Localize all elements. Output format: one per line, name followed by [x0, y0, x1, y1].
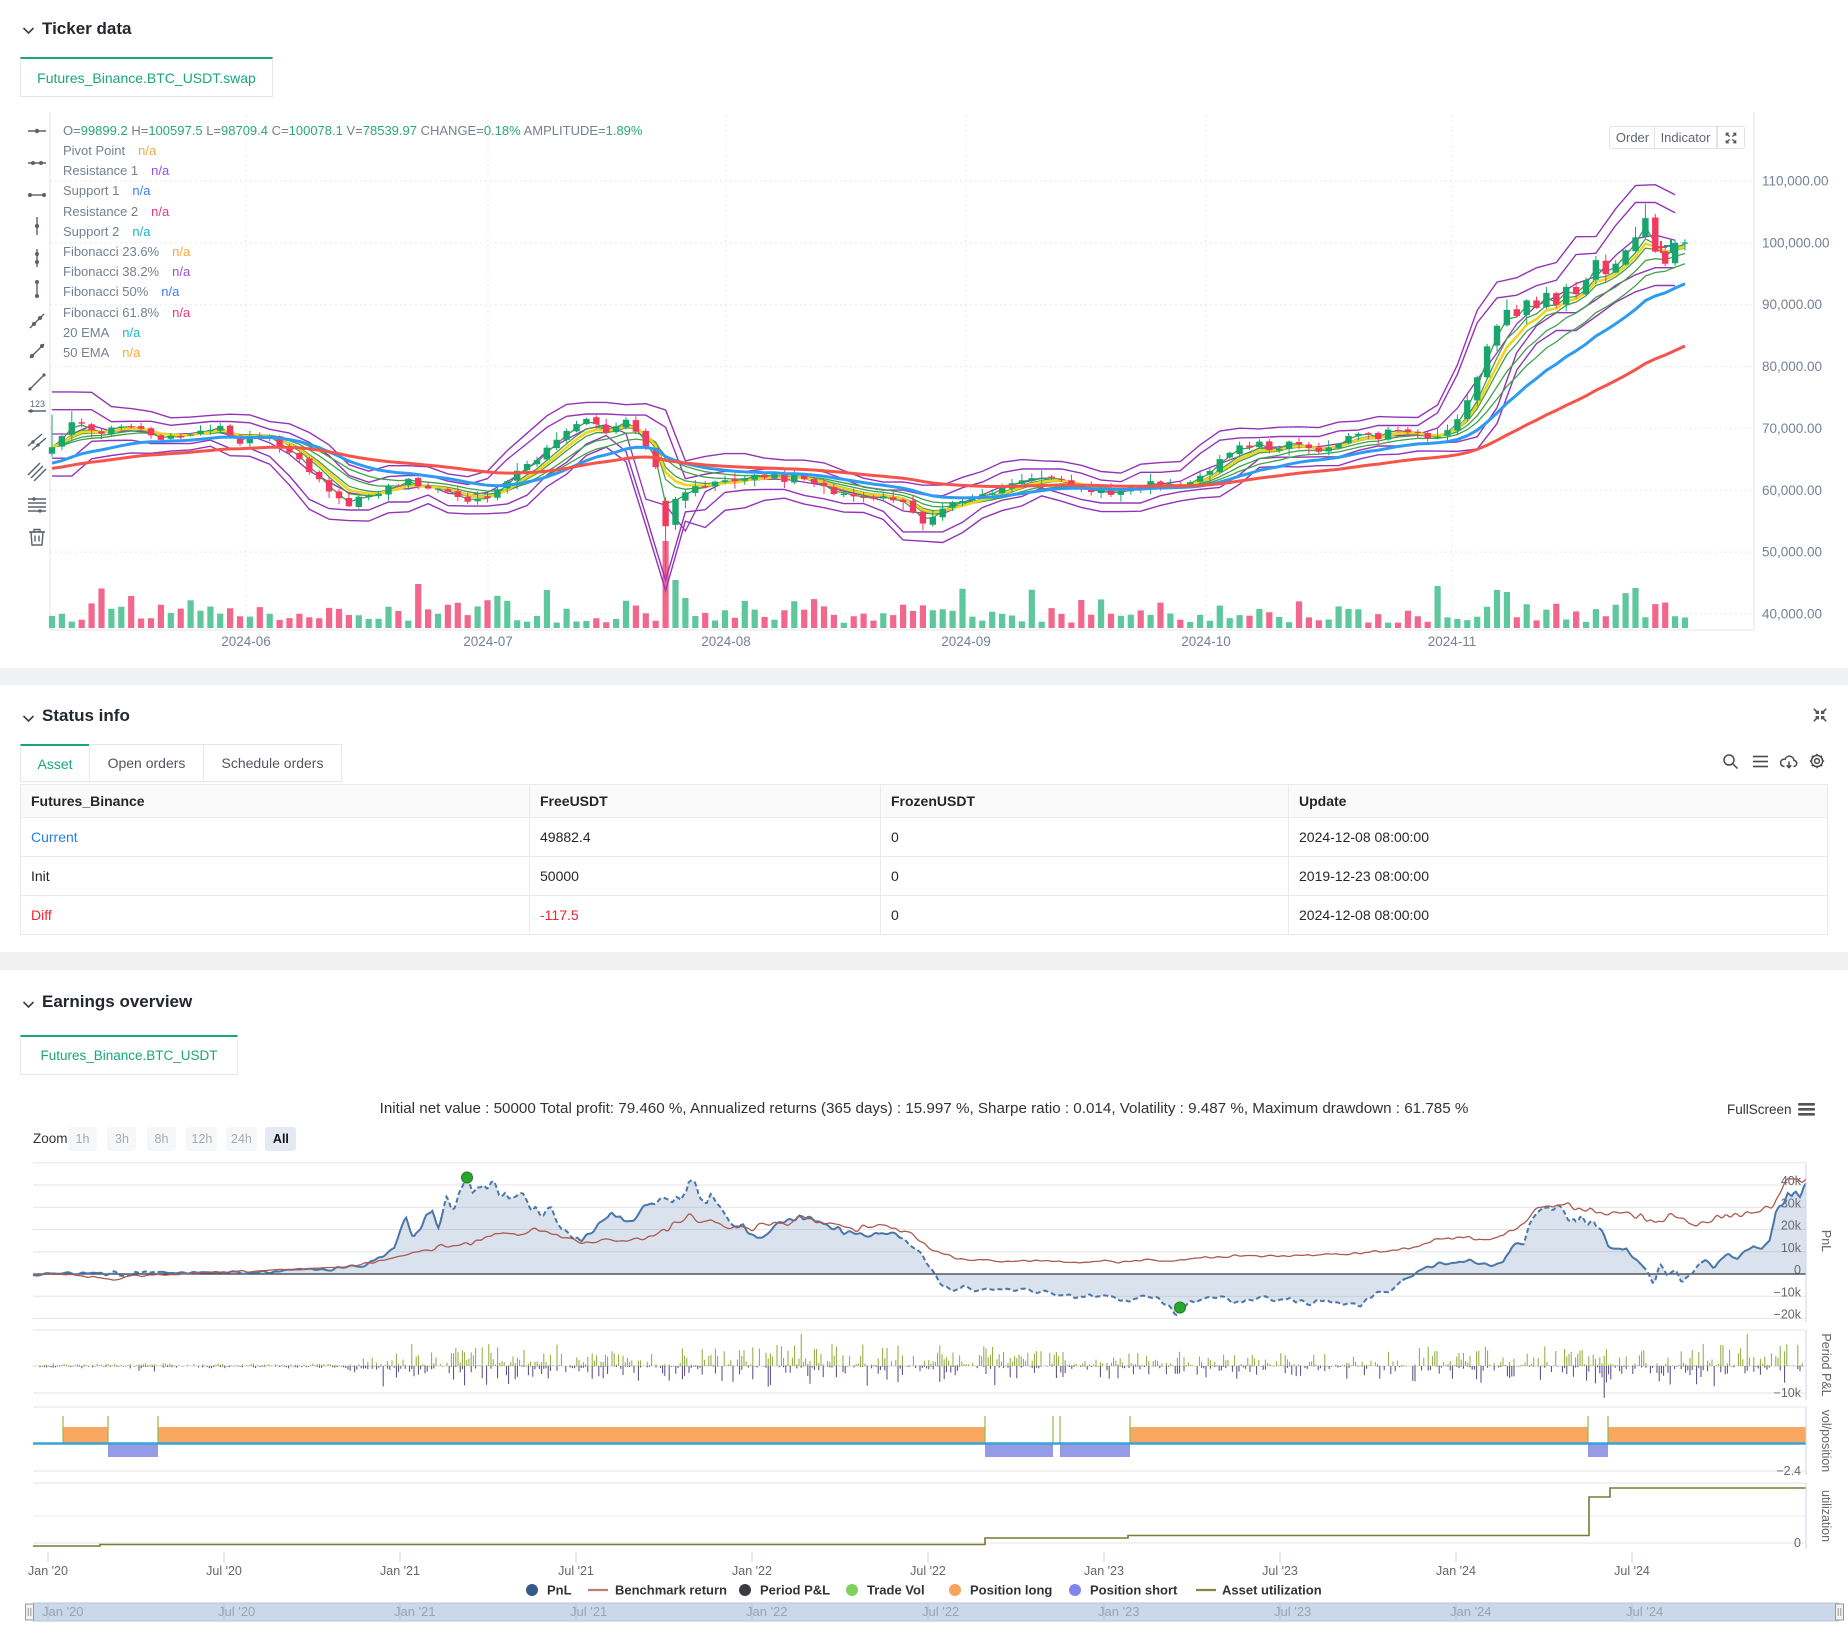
svg-text:Jul '21: Jul '21 [570, 1604, 607, 1619]
svg-text:60,000.00: 60,000.00 [1762, 483, 1822, 498]
svg-text:90,000.00: 90,000.00 [1762, 297, 1822, 312]
svg-text:2024-07: 2024-07 [463, 634, 513, 649]
svg-text:Jan '24: Jan '24 [1450, 1604, 1492, 1619]
svg-text:vol/position: vol/position [1819, 1410, 1833, 1473]
svg-text:PnL: PnL [547, 1583, 572, 1598]
svg-text:40,000.00: 40,000.00 [1762, 607, 1822, 622]
svg-text:Position short: Position short [1090, 1583, 1178, 1598]
svg-text:Jan '20: Jan '20 [42, 1604, 84, 1619]
svg-text:2024-08: 2024-08 [701, 634, 751, 649]
svg-text:Jan '20: Jan '20 [28, 1564, 68, 1578]
svg-text:0: 0 [1794, 1536, 1801, 1550]
svg-text:Jan '21: Jan '21 [394, 1604, 436, 1619]
svg-text:80,000.00: 80,000.00 [1762, 359, 1822, 374]
svg-text:0: 0 [1794, 1263, 1801, 1277]
svg-text:Jul '23: Jul '23 [1274, 1604, 1311, 1619]
svg-text:−2.4: −2.4 [1776, 1464, 1801, 1478]
svg-text:Jan '23: Jan '23 [1084, 1564, 1124, 1578]
svg-text:50,000.00: 50,000.00 [1762, 545, 1822, 560]
svg-text:Position long: Position long [970, 1583, 1052, 1598]
svg-text:2024-10: 2024-10 [1181, 634, 1231, 649]
svg-text:Period P&L: Period P&L [760, 1583, 830, 1598]
svg-text:Jul '20: Jul '20 [206, 1564, 242, 1578]
svg-text:PnL: PnL [1819, 1230, 1833, 1252]
svg-text:Jan '21: Jan '21 [380, 1564, 420, 1578]
svg-text:Period P&L: Period P&L [1819, 1333, 1833, 1396]
svg-text:110,000.00: 110,000.00 [1762, 174, 1829, 189]
svg-text:123: 123 [30, 399, 45, 409]
svg-text:Benchmark return: Benchmark return [615, 1583, 727, 1598]
svg-text:−10k: −10k [1774, 1285, 1802, 1299]
svg-text:Jul '24: Jul '24 [1626, 1604, 1663, 1619]
svg-text:10k: 10k [1781, 1241, 1802, 1255]
svg-text:Jul '24: Jul '24 [1614, 1564, 1650, 1578]
svg-text:20k: 20k [1781, 1219, 1802, 1233]
svg-text:Trade Vol: Trade Vol [867, 1583, 925, 1598]
svg-text:Jul '21: Jul '21 [558, 1564, 594, 1578]
svg-text:40k: 40k [1781, 1174, 1802, 1188]
svg-text:2024-09: 2024-09 [941, 634, 991, 649]
svg-text:Jul '20: Jul '20 [218, 1604, 255, 1619]
svg-text:70,000.00: 70,000.00 [1762, 421, 1822, 436]
svg-text:Jan '23: Jan '23 [1098, 1604, 1140, 1619]
svg-text:Jan '22: Jan '22 [746, 1604, 788, 1619]
svg-text:2024-11: 2024-11 [1428, 634, 1477, 649]
svg-text:Jul '22: Jul '22 [922, 1604, 959, 1619]
svg-text:2024-06: 2024-06 [221, 634, 271, 649]
svg-text:100,000.00: 100,000.00 [1762, 235, 1830, 250]
svg-text:−10k: −10k [1774, 1386, 1802, 1400]
svg-text:Jul '23: Jul '23 [1262, 1564, 1298, 1578]
svg-text:Jan '24: Jan '24 [1436, 1564, 1476, 1578]
svg-text:Asset utilization: Asset utilization [1222, 1583, 1322, 1598]
svg-text:−20k: −20k [1774, 1308, 1802, 1322]
svg-text:Jul '22: Jul '22 [910, 1564, 946, 1578]
svg-text:utilization: utilization [1819, 1490, 1833, 1542]
svg-text:Jan '22: Jan '22 [732, 1564, 772, 1578]
